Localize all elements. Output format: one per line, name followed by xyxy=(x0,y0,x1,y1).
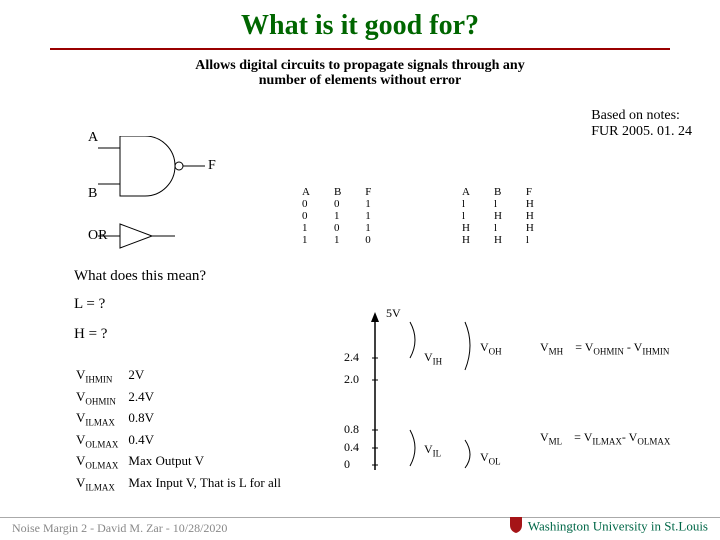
footer-right: Washington University in St.Louis xyxy=(508,515,708,538)
footer-left-text: Noise Margin 2 - David M. Zar - 10/28/20… xyxy=(12,521,227,536)
truth-table-hl: ABFllHlHHHlHHHl xyxy=(450,186,546,246)
chart-brace-label: VOL xyxy=(480,450,501,466)
margin-equation: VMH = VOHMIN - VIHMIN xyxy=(540,340,669,356)
h-equals: H = ? xyxy=(74,326,107,343)
gate-label-or: OR xyxy=(88,228,107,244)
nand-gate-svg xyxy=(90,136,220,251)
chart-top-label: 5V xyxy=(386,306,401,321)
gate-label-a: A xyxy=(88,130,98,146)
gate-label-b: B xyxy=(88,186,97,202)
intro-text: Allows digital circuits to propagate sig… xyxy=(180,58,540,89)
voltage-level-chart: 5V 2.42.00.80.40 VIHVOHVILVOL xyxy=(330,310,540,480)
truth-table-binary: ABF001011101110 xyxy=(290,186,383,246)
chart-ytick-label: 2.4 xyxy=(344,350,359,365)
chart-ytick-label: 2.0 xyxy=(344,372,359,387)
title-rule xyxy=(50,48,670,50)
question-text: What does this mean? xyxy=(74,268,206,285)
table-row: VOLMAXMax Output V xyxy=(76,452,289,472)
table-row: VOLMAX0.4V xyxy=(76,431,289,451)
chart-ytick-label: 0.4 xyxy=(344,440,359,455)
based-on-notes: Based on notes: FUR 2005. 01. 24 xyxy=(591,108,692,140)
chart-ytick-label: 0.8 xyxy=(344,422,359,437)
title-text: What is it good for? xyxy=(241,10,479,41)
chart-ytick-label: 0 xyxy=(344,457,350,472)
slide-footer: Noise Margin 2 - David M. Zar - 10/28/20… xyxy=(0,518,720,540)
table-row: VILMAXMax Input V, That is L for all xyxy=(76,474,289,494)
voltage-param-table: VIHMIN2VVOHMIN2.4VVILMAX0.8VVOLMAX0.4VVO… xyxy=(74,364,291,496)
university-name: Washington University in St.Louis xyxy=(528,519,708,534)
chart-brace-label: VOH xyxy=(480,340,502,356)
table-row: VIHMIN2V xyxy=(76,366,289,386)
nand-gate-diagram: A B F OR xyxy=(90,136,220,251)
l-equals: L = ? xyxy=(74,296,105,313)
chart-brace-label: VIH xyxy=(424,350,442,366)
table-row: VOHMIN2.4V xyxy=(76,388,289,408)
chart-brace-label: VIL xyxy=(424,442,441,458)
wustl-shield-icon xyxy=(508,515,524,538)
notes-line2: FUR 2005. 01. 24 xyxy=(591,124,692,140)
notes-line1: Based on notes: xyxy=(591,108,692,124)
margin-equation: VML = VILMAX- VOLMAX xyxy=(540,430,670,446)
slide-title: What is it good for? xyxy=(0,0,720,42)
table-row: VILMAX0.8V xyxy=(76,409,289,429)
gate-label-f: F xyxy=(208,158,216,174)
